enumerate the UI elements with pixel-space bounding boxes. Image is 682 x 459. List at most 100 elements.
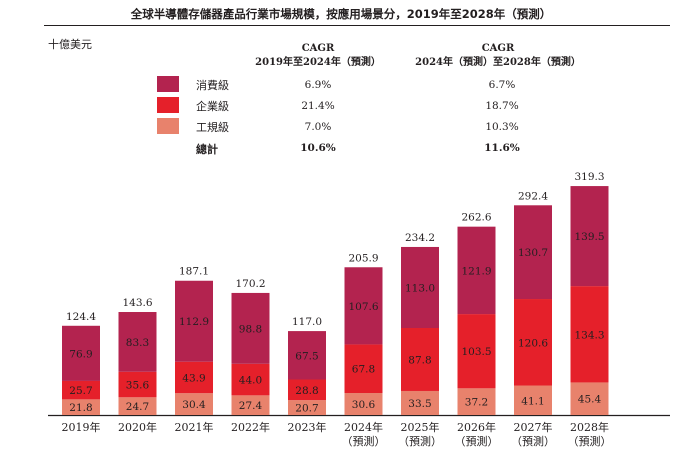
bar-segment bbox=[457, 226, 496, 315]
bar-total-label: 143.6 bbox=[122, 297, 152, 309]
bar-value-label: 25.7 bbox=[69, 385, 92, 397]
cagr-enterprise-2024-2028: 18.7% bbox=[485, 100, 519, 112]
bar-segment bbox=[118, 397, 157, 415]
bar-segment bbox=[401, 328, 439, 391]
legend-swatch-industrial bbox=[157, 118, 179, 134]
x-tick-label: （預測） bbox=[568, 434, 612, 448]
bar-value-label: 21.8 bbox=[69, 402, 92, 414]
legend-swatch-consumer bbox=[157, 76, 179, 92]
bar-segment bbox=[570, 382, 609, 415]
bar-value-label: 98.8 bbox=[239, 323, 262, 335]
cagr-enterprise-2019-2024: 21.4% bbox=[301, 100, 335, 112]
bar-segment bbox=[514, 205, 552, 300]
bar-total-label: 262.6 bbox=[461, 212, 491, 224]
bar-value-label: 44.0 bbox=[239, 375, 262, 387]
bar-segment bbox=[401, 390, 439, 415]
bar-segment bbox=[62, 325, 100, 381]
bar-segment bbox=[570, 286, 609, 383]
chart-title: 全球半導體存儲器產品行業市場規模，按應用場景分，2019年至2028年（預測） bbox=[130, 7, 552, 21]
legend-label-total: 總計 bbox=[196, 143, 218, 156]
bar-total-label: 117.0 bbox=[292, 316, 322, 328]
cagr-header-2-line1: CAGR bbox=[481, 43, 515, 54]
unit-label: 十億美元 bbox=[48, 38, 92, 51]
bar-segment bbox=[175, 393, 213, 415]
bar-value-label: 121.9 bbox=[461, 265, 491, 277]
bar-value-label: 107.6 bbox=[348, 301, 378, 313]
x-tick-label: 2024年 bbox=[344, 420, 383, 434]
bar-value-label: 20.7 bbox=[295, 403, 318, 415]
x-tick-label: （預測） bbox=[398, 434, 442, 448]
cagr-industrial-2019-2024: 7.0% bbox=[304, 121, 332, 133]
bar-value-label: 24.7 bbox=[126, 401, 149, 413]
x-tick-label: （預測） bbox=[455, 434, 499, 448]
bar-total-label: 234.2 bbox=[405, 232, 435, 244]
x-tick-label: （預測） bbox=[511, 434, 555, 448]
x-tick-label: 2020年 bbox=[118, 420, 157, 434]
bar-value-label: 103.5 bbox=[461, 346, 491, 358]
x-tick-label: 2023年 bbox=[288, 420, 327, 434]
bar-segment bbox=[175, 361, 213, 394]
bar-value-label: 45.4 bbox=[578, 394, 602, 406]
x-tick-label: 2022年 bbox=[231, 420, 270, 434]
bar-value-label: 67.5 bbox=[295, 350, 318, 362]
x-tick-label: （預測） bbox=[342, 434, 386, 448]
cagr-header-1: CAGR 2019年至2024年（預測） bbox=[244, 42, 392, 70]
cagr-total-2019-2024: 10.6% bbox=[300, 142, 336, 154]
bar-segment bbox=[175, 280, 213, 362]
cagr-consumer-2019-2024: 6.9% bbox=[304, 79, 332, 91]
bar-segment bbox=[344, 393, 383, 415]
bar-segment bbox=[231, 395, 270, 415]
bar-value-label: 67.8 bbox=[352, 364, 375, 376]
bar-segment bbox=[514, 299, 552, 386]
bar-value-label: 134.3 bbox=[574, 329, 604, 341]
bar-value-label: 76.9 bbox=[69, 348, 92, 360]
x-tick-label: 2025年 bbox=[401, 420, 440, 434]
bar-segment bbox=[401, 246, 439, 329]
bar-segment bbox=[288, 400, 326, 415]
bar-value-label: 33.5 bbox=[408, 398, 431, 410]
bar-segment bbox=[231, 292, 270, 364]
bar-total-label: 170.2 bbox=[235, 278, 265, 290]
bar-total-label: 319.3 bbox=[574, 171, 604, 183]
legend-swatch-enterprise bbox=[157, 97, 179, 113]
x-tick-label: 2019年 bbox=[62, 420, 101, 434]
title-rule bbox=[44, 25, 670, 26]
bar-segment bbox=[344, 344, 383, 394]
x-tick-label: 2027年 bbox=[514, 420, 553, 434]
bar-value-label: 41.1 bbox=[521, 395, 544, 407]
bar-value-label: 27.4 bbox=[239, 400, 263, 412]
bar-segment bbox=[231, 363, 270, 396]
bar-segment bbox=[118, 371, 157, 398]
bar-segment bbox=[514, 385, 552, 415]
cagr-industrial-2024-2028: 10.3% bbox=[485, 121, 519, 133]
bar-segment bbox=[288, 379, 326, 401]
x-tick-label: 2026年 bbox=[457, 420, 496, 434]
bar-value-label: 37.2 bbox=[465, 397, 488, 409]
legend-label-consumer: 消費級 bbox=[196, 79, 229, 92]
cagr-header-2-line2: 2024年（預測）至2028年（預測） bbox=[415, 57, 581, 68]
bar-value-label: 120.6 bbox=[518, 337, 548, 349]
bar-total-label: 187.1 bbox=[179, 266, 209, 278]
bar-value-label: 35.6 bbox=[126, 380, 150, 392]
bar-value-label: 30.4 bbox=[182, 399, 206, 411]
bar-value-label: 130.7 bbox=[518, 247, 548, 259]
bar-total-label: 292.4 bbox=[518, 190, 548, 202]
legend-label-industrial: 工規級 bbox=[196, 121, 229, 134]
bar-value-label: 30.6 bbox=[352, 399, 376, 411]
bar-segment bbox=[457, 388, 496, 415]
cagr-total-2024-2028: 11.6% bbox=[484, 142, 520, 154]
bar-segment bbox=[344, 267, 383, 345]
bar-segment bbox=[118, 312, 157, 372]
cagr-consumer-2024-2028: 6.7% bbox=[488, 79, 516, 91]
bar-total-label: 124.4 bbox=[66, 311, 96, 323]
cagr-header-2: CAGR 2024年（預測）至2028年（預測） bbox=[400, 42, 596, 70]
bar-segment bbox=[62, 380, 100, 400]
x-tick-label: 2021年 bbox=[175, 420, 214, 434]
bar-value-label: 83.3 bbox=[126, 337, 149, 349]
bar-value-label: 43.9 bbox=[182, 372, 205, 384]
bar-segment bbox=[288, 331, 326, 380]
x-tick-label: 2028年 bbox=[570, 420, 609, 434]
bar-total-label: 205.9 bbox=[348, 252, 378, 264]
bar-segment bbox=[62, 399, 100, 415]
